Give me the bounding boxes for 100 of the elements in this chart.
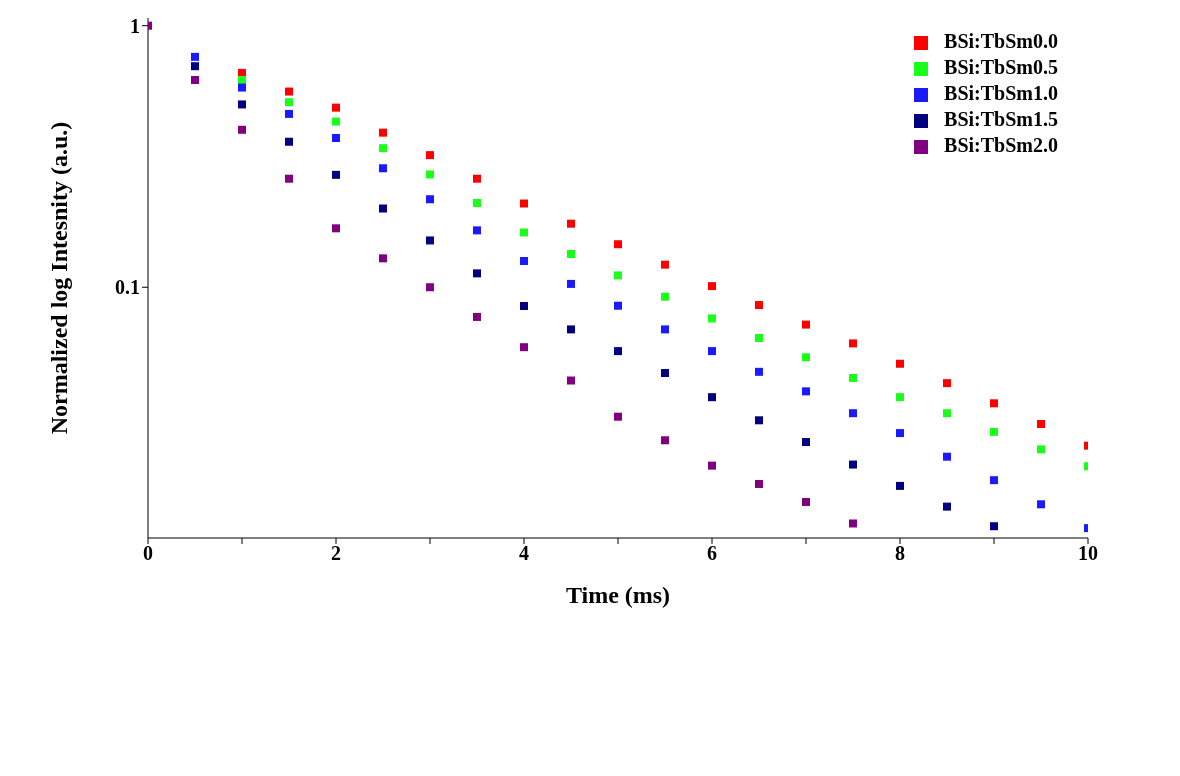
point: [426, 151, 434, 160]
point: [849, 460, 857, 469]
y-tick-label: 0.1: [115, 276, 140, 299]
legend-label: BSi:TbSm1.5: [944, 108, 1058, 130]
point: [896, 359, 904, 368]
point: [708, 461, 716, 470]
point: [332, 224, 340, 233]
x-axis-title: Time (ms): [565, 582, 671, 608]
point: [567, 279, 575, 288]
point: [990, 399, 998, 408]
point: [285, 87, 293, 96]
point: [661, 436, 669, 445]
point: [1037, 445, 1045, 454]
point: [755, 416, 763, 425]
point: [755, 367, 763, 376]
point: [567, 219, 575, 228]
point: [285, 98, 293, 107]
point: [379, 204, 387, 213]
point: [567, 376, 575, 385]
point: [332, 134, 340, 143]
point: [520, 228, 528, 237]
point: [896, 393, 904, 402]
point: [520, 343, 528, 352]
point: [802, 438, 810, 447]
point: [332, 117, 340, 126]
point: [426, 195, 434, 204]
point: [708, 347, 716, 356]
point: [473, 269, 481, 278]
point: [426, 283, 434, 292]
point: [708, 314, 716, 323]
point: [473, 198, 481, 207]
point: [802, 498, 810, 507]
point: [567, 325, 575, 334]
point: [191, 52, 199, 61]
point: [661, 260, 669, 269]
point: [661, 369, 669, 378]
point: [238, 100, 246, 109]
x-tick-label: 6: [707, 542, 717, 565]
point: [285, 137, 293, 146]
point: [802, 387, 810, 396]
point: [238, 125, 246, 134]
point: [426, 170, 434, 179]
x-tick-label: 10: [1078, 542, 1098, 565]
point: [379, 128, 387, 137]
point: [473, 312, 481, 321]
legend-label: BSi:TbSm0.0: [944, 30, 1058, 52]
point: [379, 164, 387, 173]
point: [708, 282, 716, 291]
point: [473, 174, 481, 183]
point: [849, 339, 857, 348]
point: [285, 174, 293, 183]
point: [755, 301, 763, 310]
point: [943, 502, 951, 511]
point: [473, 226, 481, 235]
point: [332, 103, 340, 112]
x-tick-label: 8: [895, 542, 905, 565]
point: [661, 325, 669, 334]
point: [1037, 420, 1045, 429]
point: [708, 393, 716, 402]
x-tick-label: 4: [519, 542, 529, 565]
point: [990, 522, 998, 531]
point: [990, 427, 998, 436]
point: [943, 452, 951, 461]
point: [802, 320, 810, 329]
legend-label: BSi:TbSm2.0: [944, 134, 1058, 156]
legend-label: BSi:TbSm1.0: [944, 82, 1058, 104]
point: [755, 333, 763, 342]
point: [614, 240, 622, 249]
point: [849, 519, 857, 528]
point: [802, 353, 810, 362]
y-axis-title: Normalized log Intesnity (a.u.): [45, 121, 72, 435]
legend-label: BSi:TbSm0.5: [944, 56, 1058, 78]
point: [379, 144, 387, 153]
x-tick-label: 0: [143, 542, 153, 565]
point: [191, 75, 199, 84]
point: [426, 236, 434, 245]
point: [238, 83, 246, 92]
point: [285, 109, 293, 118]
point: [990, 476, 998, 485]
point: [896, 429, 904, 438]
point: [849, 409, 857, 418]
point: [332, 170, 340, 179]
point: [614, 301, 622, 310]
point: [614, 412, 622, 421]
point: [896, 481, 904, 490]
point: [191, 62, 199, 71]
point: [1037, 500, 1045, 509]
point: [661, 292, 669, 301]
point: [379, 254, 387, 263]
point: [238, 75, 246, 84]
point: [614, 347, 622, 356]
point: [943, 409, 951, 418]
y-tick-label: 1: [130, 14, 140, 37]
x-tick-label: 2: [331, 542, 341, 565]
point: [755, 479, 763, 488]
point: [614, 271, 622, 280]
point: [520, 199, 528, 208]
point: [520, 257, 528, 265]
point: [567, 250, 575, 259]
point: [943, 379, 951, 388]
